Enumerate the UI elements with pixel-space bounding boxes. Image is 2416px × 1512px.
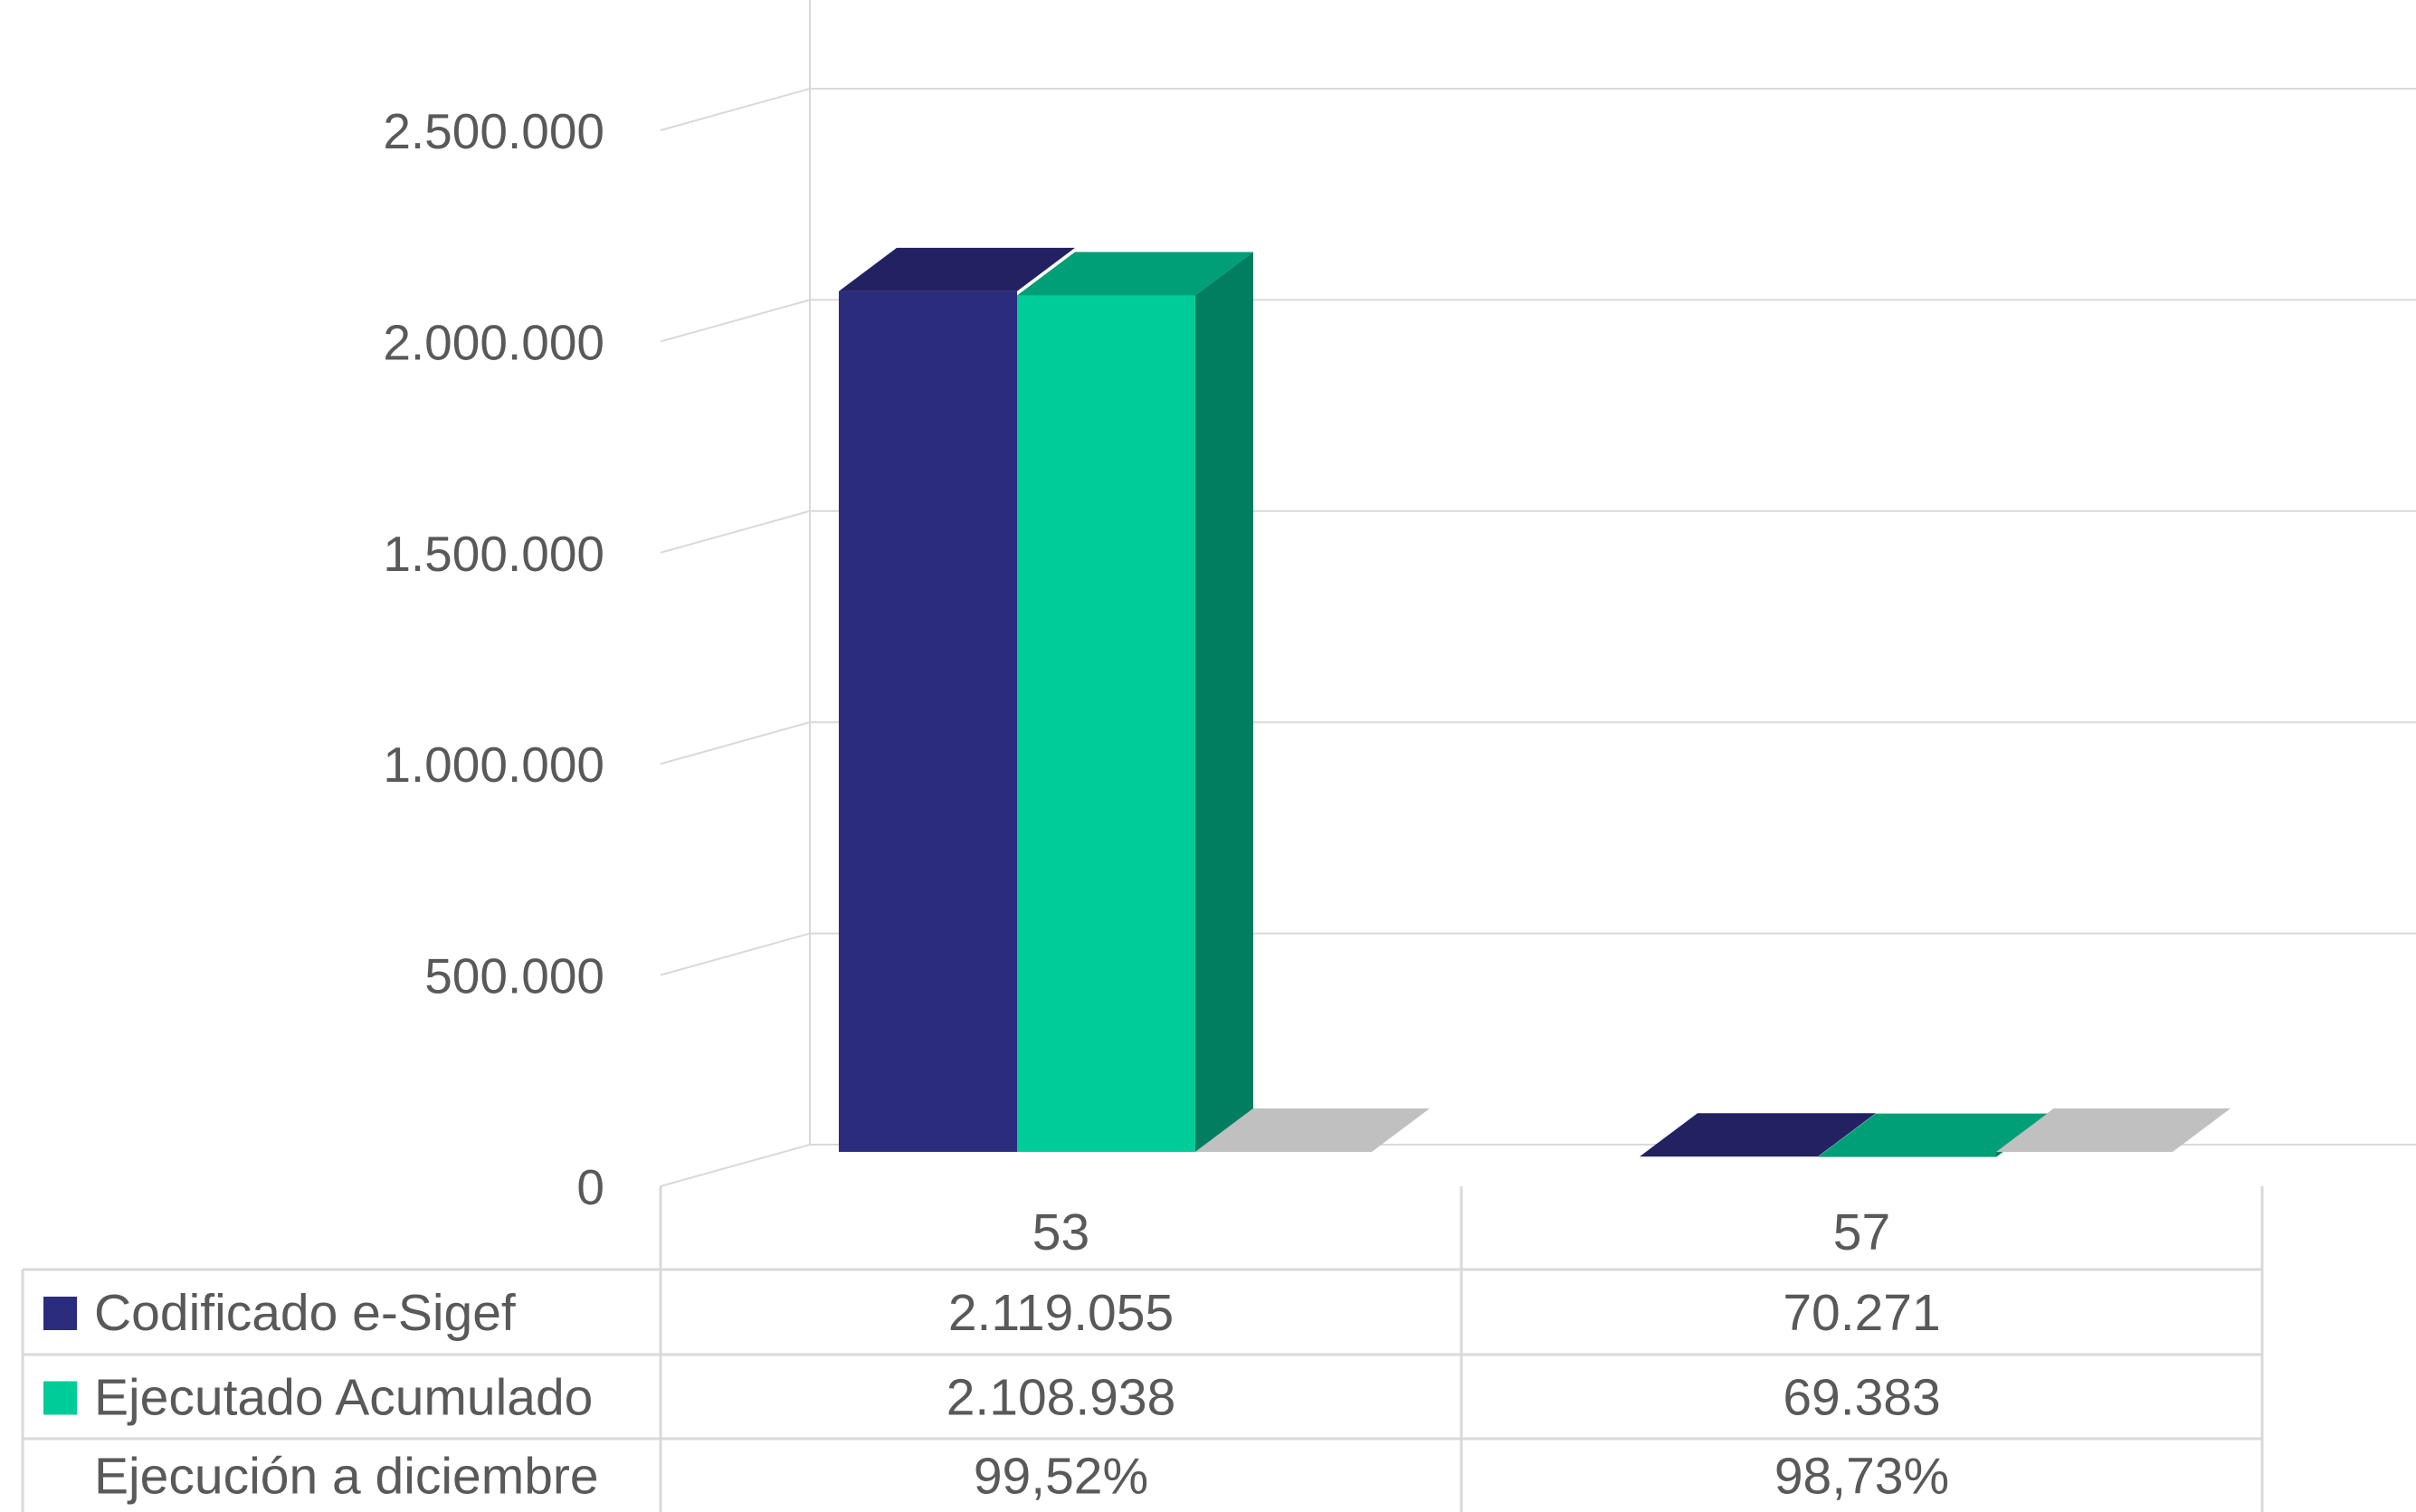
y-tick-label: 0: [576, 1159, 604, 1215]
bar-side: [1195, 252, 1253, 1152]
data-label: 69.383: [1783, 1369, 1940, 1427]
data-table: 53 57 Codificado e-Sigef 2.119.055 70.271 Eje…: [21, 1186, 2264, 1512]
gridline-side: [660, 88, 811, 131]
y-tick-label: 1.000.000: [383, 737, 604, 793]
bar-top: [1640, 1113, 1876, 1157]
gridline-side: [660, 721, 811, 766]
bar: [839, 247, 1075, 1152]
gridline-side: [660, 299, 811, 343]
bar-top: [1017, 252, 1253, 296]
row-label: Codificado e-Sigef: [94, 1284, 516, 1342]
bar-top: [1818, 1113, 2054, 1157]
data-label: 2.108.938: [946, 1369, 1176, 1427]
bar: [1640, 1113, 1876, 1157]
y-tick-label: 500.000: [424, 948, 604, 1004]
bar-shadow: [1996, 1108, 2231, 1152]
y-tick-label: 2.000.000: [383, 314, 604, 370]
bar-front: [839, 290, 1017, 1152]
data-label: 70.271: [1783, 1284, 1940, 1342]
data-label: 99,52%: [974, 1448, 1148, 1506]
gridline-side: [660, 509, 811, 554]
data-label: 2.119.055: [948, 1284, 1174, 1342]
y-tick-label: 1.500.000: [383, 526, 604, 582]
bar-shadow: [1195, 1108, 1430, 1152]
gridline-side: [660, 1144, 811, 1187]
y-tick-label: 2.500.000: [383, 103, 604, 159]
legend-swatch: [43, 1297, 77, 1330]
bar: [1017, 252, 1253, 1152]
bar-front: [1017, 295, 1195, 1152]
bar-top: [839, 247, 1075, 291]
row-label: Ejecutado Acumulado: [94, 1369, 593, 1427]
gridline-side: [660, 932, 811, 976]
data-label: 98,73%: [1774, 1448, 1949, 1506]
legend-swatch: [43, 1381, 77, 1415]
y-axis: 0 500.000 1.000.000 1.500.000 2.000.000 2.500…: [383, 103, 604, 1215]
bars: [839, 247, 2231, 1157]
row-label: Ejecución a diciembre: [94, 1448, 599, 1506]
category-label: 57: [1833, 1203, 1890, 1261]
category-label: 53: [1032, 1203, 1089, 1261]
